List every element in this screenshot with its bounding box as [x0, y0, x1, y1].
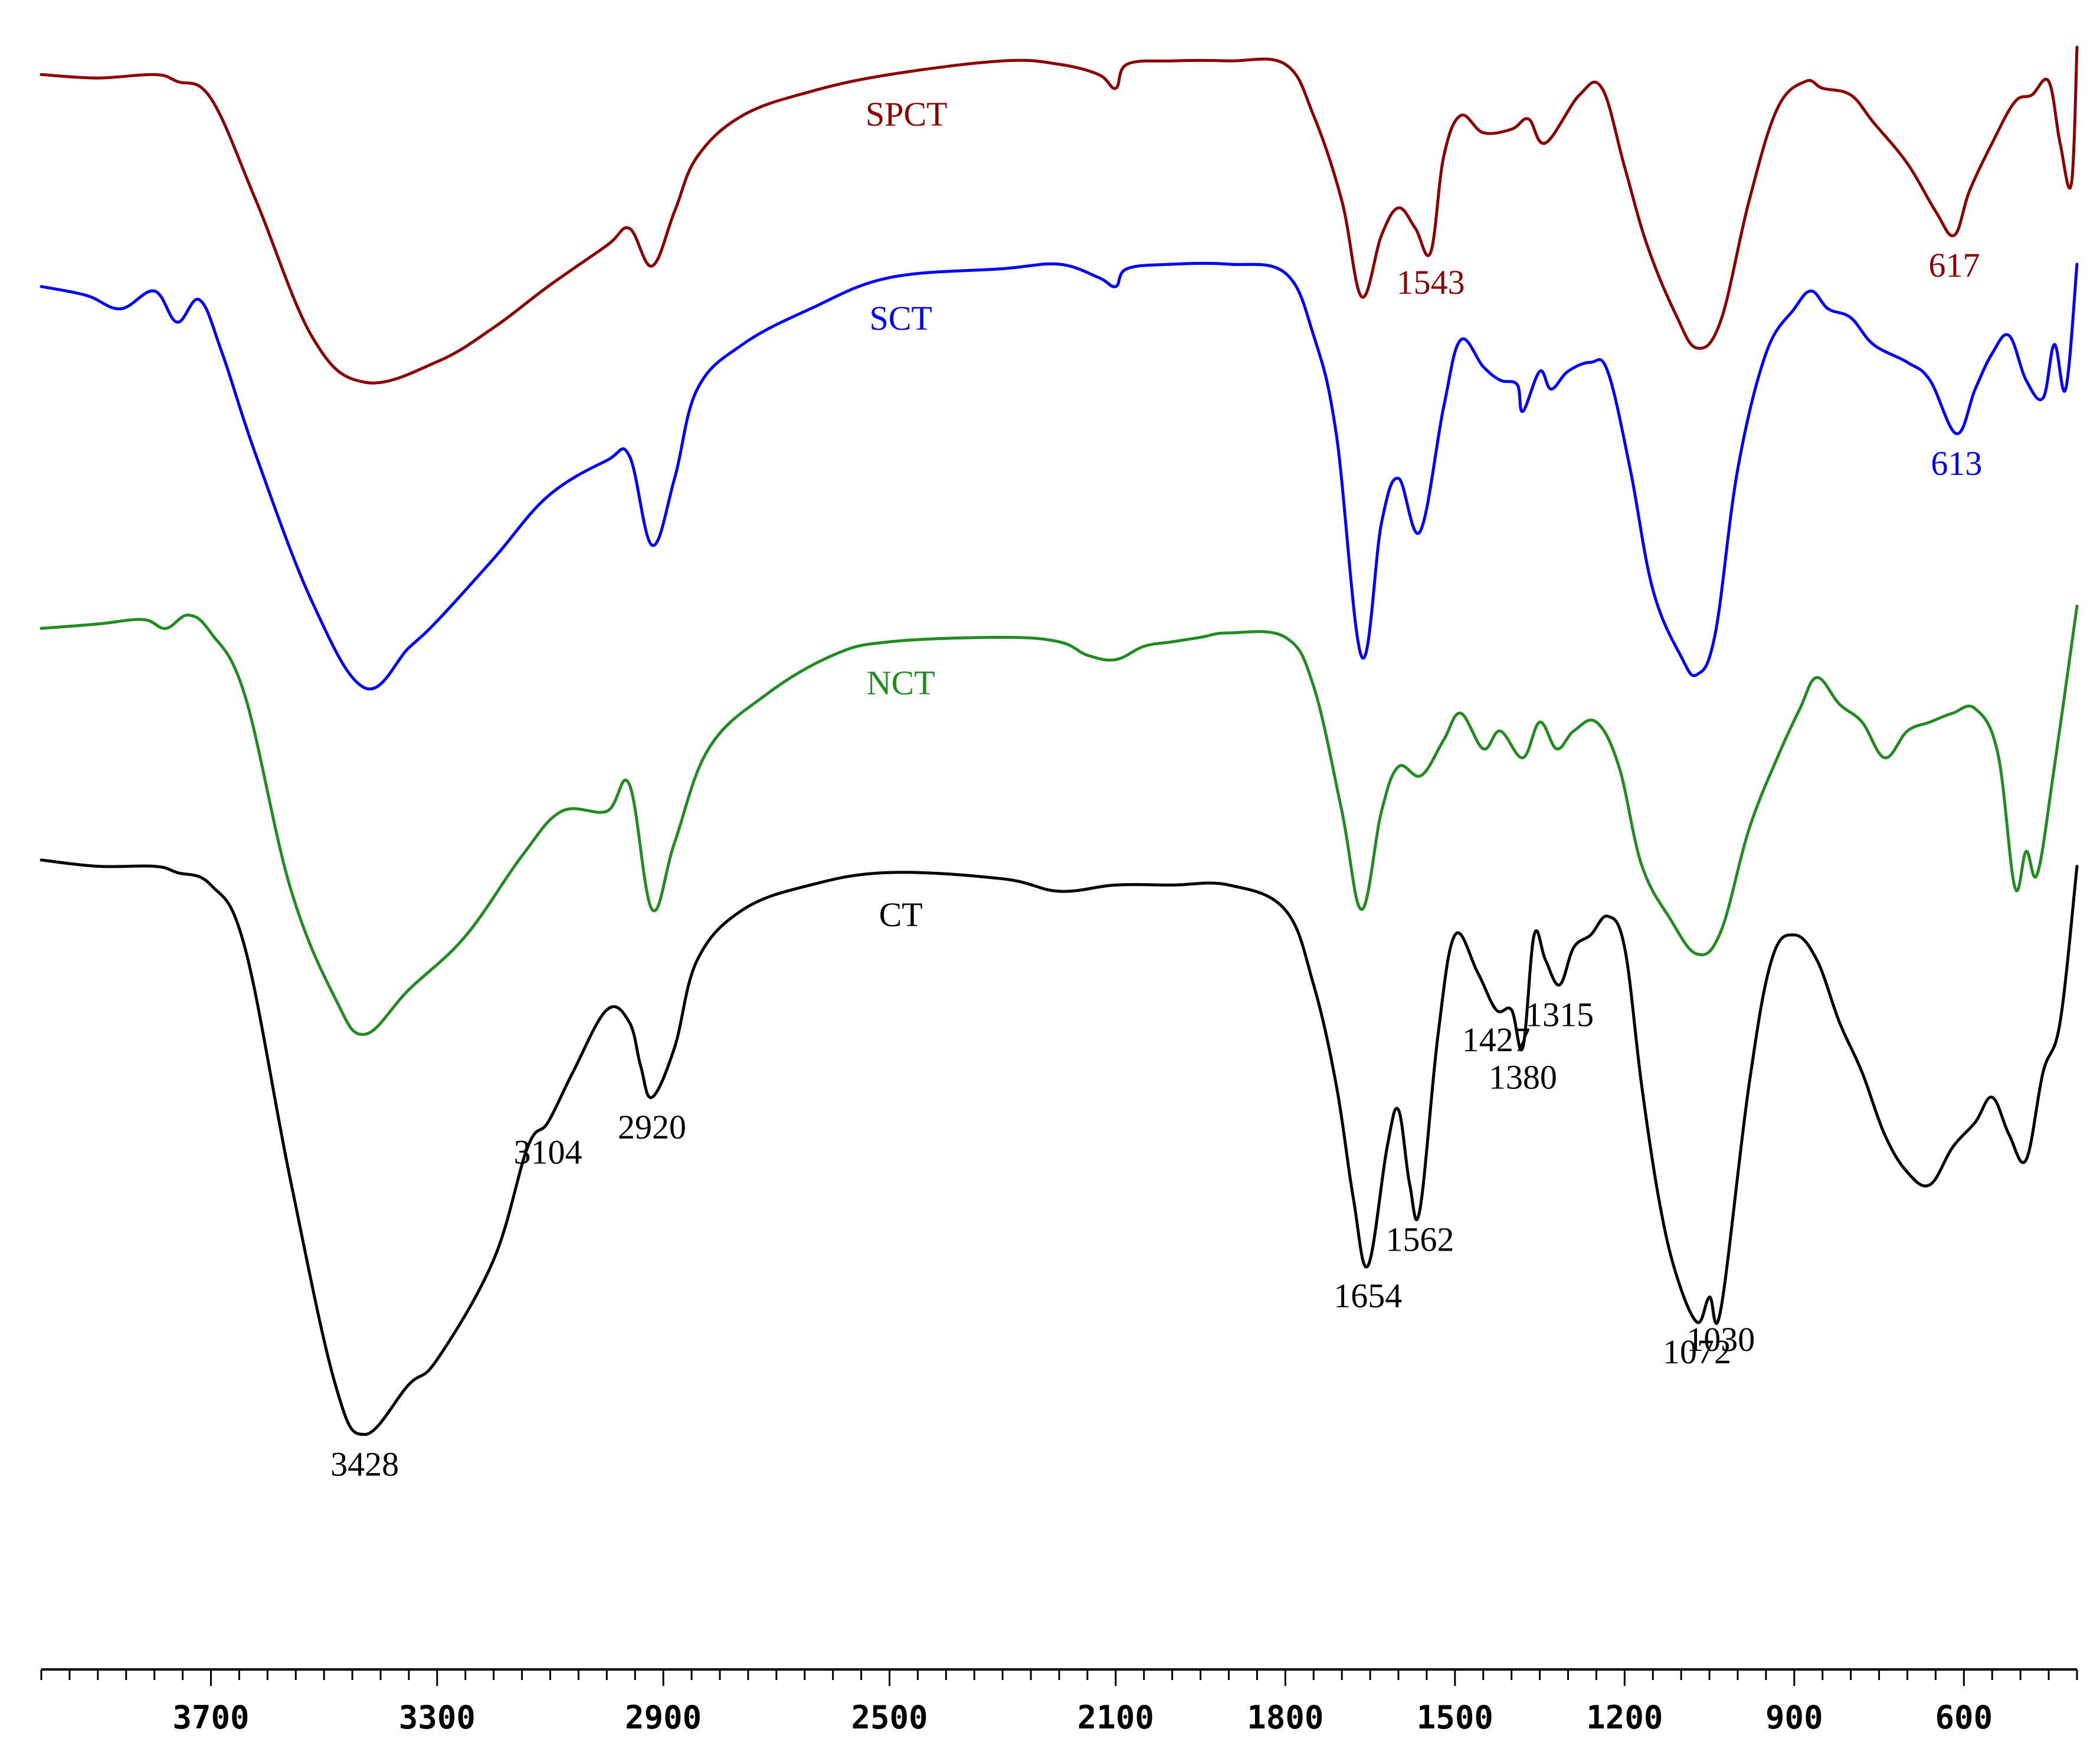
peak-label-ct-3104: 3104	[514, 1133, 582, 1171]
series-name-spct: SPCT	[866, 95, 948, 133]
series-line-sct	[40, 261, 2079, 691]
x-tick-label-2500: 2500	[851, 1699, 928, 1736]
series-line-ct	[40, 858, 2079, 1436]
peak-label-ct-1654: 1654	[1334, 1277, 1402, 1315]
series-line-spct	[40, 45, 2079, 385]
peak-label-ct-1072: 1072	[1663, 1333, 1731, 1371]
x-tick-label-1200: 1200	[1586, 1699, 1663, 1736]
series-line-nct	[40, 605, 2079, 1036]
series-name-sct: SCT	[869, 299, 932, 337]
series-name-nct: NCT	[867, 664, 935, 702]
x-tick-label-2100: 2100	[1077, 1699, 1154, 1736]
peak-label-spct-1543: 1543	[1397, 263, 1465, 301]
peak-label-ct-3428: 3428	[330, 1445, 399, 1484]
x-tick-label-3700: 3700	[172, 1699, 249, 1736]
x-tick-label-3300: 3300	[399, 1699, 476, 1736]
peak-label-spct-617: 617	[1929, 246, 1980, 284]
series-name-ct: CT	[879, 895, 923, 934]
x-tick-label-600: 600	[1935, 1699, 1993, 1736]
peak-label-ct-2920: 2920	[618, 1108, 686, 1146]
x-tick-label-1800: 1800	[1247, 1699, 1323, 1736]
peak-label-sct-613: 613	[1931, 444, 1982, 483]
x-tick-label-2900: 2900	[625, 1699, 702, 1736]
x-tick-label-1500: 1500	[1417, 1699, 1493, 1736]
x-axis: 3700 3300 2900 2500 2100 1800 1500 1200 900 600	[40, 1668, 2078, 1736]
peak-label-ct-1315: 1315	[1525, 996, 1594, 1034]
peak-label-ct-1030: 1030	[1686, 1320, 1755, 1359]
peak-label-ct-1427: 1427	[1462, 1021, 1531, 1059]
peak-label-ct-1562: 1562	[1385, 1221, 1454, 1259]
x-tick-label-900: 900	[1765, 1699, 1823, 1736]
series-layer	[40, 45, 2079, 1436]
peak-label-ct-1380: 1380	[1489, 1058, 1557, 1096]
